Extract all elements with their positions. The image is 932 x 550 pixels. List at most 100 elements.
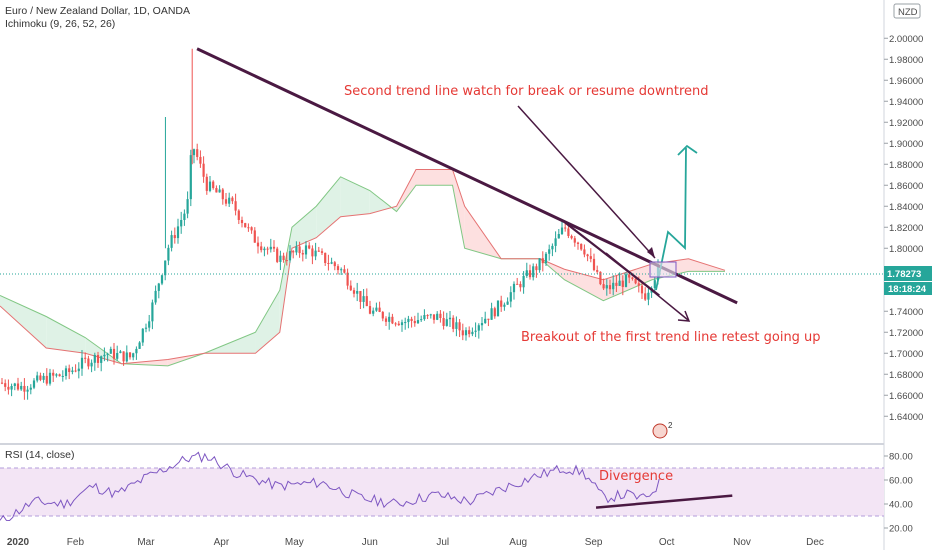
breakout-down-arrow[interactable] <box>605 252 689 321</box>
candle <box>496 300 500 317</box>
candle <box>548 244 551 261</box>
candle <box>285 252 288 266</box>
event-badge[interactable]: 2 <box>652 421 673 439</box>
rsi-axis[interactable]: 80.00 60.00 40.00 20.00 <box>884 452 913 535</box>
candle <box>292 249 295 259</box>
candle <box>333 260 336 271</box>
price-tick-label: 2.00000 <box>889 34 923 45</box>
candle <box>215 185 218 193</box>
candle <box>90 359 93 373</box>
candle <box>445 312 448 327</box>
candle <box>253 227 256 243</box>
candle <box>538 258 541 273</box>
candle <box>352 287 356 298</box>
price-tick: 1.90000 <box>884 139 923 150</box>
candle <box>103 347 106 362</box>
time-axis[interactable]: 2020 Feb Mar Apr May Jun Jul Aug Sep Oct Nov Dec <box>7 537 824 548</box>
last-price-tag[interactable]: 1.78273 <box>884 266 932 281</box>
cloud-segment <box>291 206 317 249</box>
price-pane[interactable] <box>0 0 884 442</box>
rsi-tick-label: 60.00 <box>889 476 913 487</box>
time-tick-label: 2020 <box>7 537 30 548</box>
price-tick-label: 1.66000 <box>889 391 923 402</box>
candle <box>522 271 525 294</box>
candle <box>532 263 535 281</box>
time-tick-label: Nov <box>733 537 751 548</box>
last-price-value: 1.78273 <box>887 269 921 280</box>
indicator-label[interactable]: Ichimoku (9, 26, 52, 26) <box>5 18 115 30</box>
candle <box>87 355 90 370</box>
candle <box>346 268 349 290</box>
price-tick-label: 1.80000 <box>889 244 923 255</box>
candle <box>343 265 346 274</box>
candle <box>458 319 461 337</box>
rsi-pane[interactable]: RSI (14, close) Divergence 80.00 60.00 40.… <box>0 449 913 535</box>
candle <box>423 309 426 321</box>
candle <box>20 381 23 391</box>
price-tick: 1.68000 <box>884 370 923 381</box>
candle <box>535 263 538 278</box>
candle <box>74 364 77 373</box>
projection-up-arrowhead <box>677 144 698 156</box>
candle <box>340 267 343 275</box>
candle <box>375 302 378 312</box>
candle <box>176 218 180 244</box>
candle <box>413 315 416 327</box>
candle <box>647 285 650 306</box>
second-trend-annotation[interactable]: Second trend line watch for break or res… <box>344 84 709 99</box>
main-trendline[interactable] <box>196 47 738 305</box>
candle <box>48 368 52 386</box>
cloud-segment <box>564 269 604 301</box>
currency-badge[interactable]: NZD <box>893 3 921 19</box>
candle <box>359 290 362 310</box>
countdown-tag[interactable]: 18:18:24 <box>884 282 932 295</box>
price-axis[interactable]: 2.00000 1.98000 1.96000 1.94000 1.92000 1.900… <box>884 34 923 423</box>
candle <box>404 317 407 330</box>
candle <box>244 222 247 228</box>
time-tick-label: Mar <box>137 537 155 548</box>
rsi-divergence-line[interactable] <box>595 494 733 509</box>
candle <box>298 241 301 258</box>
price-tick-label: 1.98000 <box>889 55 923 66</box>
rsi-tick-label: 80.00 <box>889 452 913 463</box>
candle <box>45 368 48 386</box>
projection-up-arrow[interactable] <box>655 147 687 291</box>
candle <box>477 323 480 339</box>
divergence-annotation[interactable]: Divergence <box>599 469 673 484</box>
candle <box>77 362 80 379</box>
highlight-box[interactable] <box>649 261 677 278</box>
candle <box>317 246 320 252</box>
candle <box>580 243 583 251</box>
candle <box>13 382 16 391</box>
candle <box>263 246 266 257</box>
candle <box>234 193 237 216</box>
candle <box>64 365 68 380</box>
breakout-annotation[interactable]: Breakout of the first trend line retest … <box>521 330 821 345</box>
candle <box>397 320 400 326</box>
candle <box>212 180 215 190</box>
price-tick: 1.92000 <box>884 118 923 129</box>
candle <box>148 314 151 332</box>
symbol-title[interactable]: Euro / New Zealand Dollar, 1D, OANDA <box>5 5 190 17</box>
candle <box>493 306 496 319</box>
second-trend-pointer-arrow[interactable] <box>517 105 656 259</box>
candle <box>52 369 55 383</box>
candle <box>282 252 285 263</box>
candle <box>464 327 468 341</box>
candle <box>272 240 276 253</box>
candle <box>528 264 532 280</box>
candle <box>314 242 317 261</box>
rsi-label[interactable]: RSI (14, close) <box>5 449 74 461</box>
cloud-segment <box>603 264 652 301</box>
price-tick: 1.88000 <box>884 160 923 171</box>
candle <box>125 345 128 363</box>
candle <box>295 241 298 256</box>
candle <box>23 378 26 400</box>
price-tick-label: 1.84000 <box>889 202 923 213</box>
cloud-segment <box>46 316 86 354</box>
candle <box>100 355 103 372</box>
event-badge-count: 2 <box>668 421 673 430</box>
price-tick-label: 1.92000 <box>889 118 923 129</box>
candle <box>599 271 602 286</box>
